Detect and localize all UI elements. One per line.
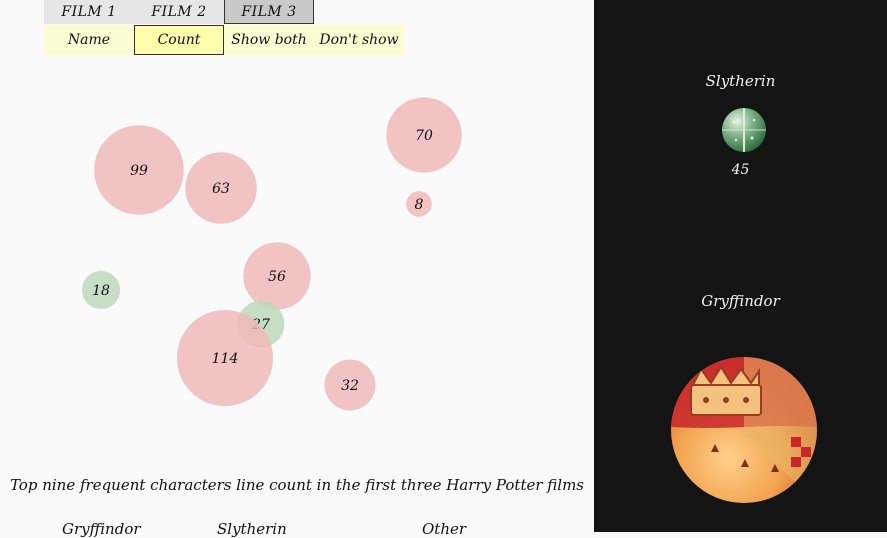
character-bubble[interactable] (386, 97, 462, 173)
bubble-count-label: 99 (130, 163, 148, 179)
bubble-count-label: 70 (415, 128, 433, 144)
character-bubble[interactable] (324, 359, 376, 411)
legend-other: Other (422, 520, 467, 538)
tab-film-2[interactable]: FILM 2 (134, 0, 224, 24)
bubble-count-label: 63 (212, 181, 230, 197)
tab-film-3[interactable]: FILM 3 (224, 0, 314, 24)
legend-gryffindor: Gryffindor (62, 520, 141, 538)
character-bubble[interactable] (176, 309, 274, 407)
visualization-panel: FILM 1 FILM 2 FILM 3 Name Count Show bot… (9, 0, 585, 538)
gryffindor-crest-icon (671, 357, 817, 503)
chart-caption: Top nine frequent characters line count … (9, 476, 585, 494)
slytherin-count: 45 (731, 162, 750, 178)
house-panel: Slytherin 45 Gryffindor (594, 0, 887, 532)
bubble-count-label: 8 (415, 197, 424, 213)
legend-slytherin: Slytherin (217, 520, 287, 538)
bubble-count-label: 56 (268, 269, 286, 285)
character-bubble[interactable] (81, 270, 121, 310)
bubble-count-label: 32 (341, 378, 359, 394)
film-tabs: FILM 1 FILM 2 FILM 3 (44, 0, 314, 24)
character-bubble[interactable] (406, 191, 432, 217)
mode-name-button[interactable]: Name (44, 25, 134, 55)
gryffindor-ball[interactable] (671, 357, 817, 503)
character-bubble[interactable] (94, 125, 184, 215)
character-bubble[interactable] (185, 152, 257, 224)
slytherin-crest-icon (722, 108, 766, 152)
slytherin-ball[interactable] (722, 108, 766, 152)
slytherin-title: Slytherin (705, 72, 776, 90)
mode-show-both-button[interactable]: Show both (224, 25, 314, 55)
character-bubble[interactable] (243, 242, 311, 310)
mode-count-button[interactable]: Count (134, 25, 224, 55)
bubble-count-label: 114 (212, 351, 239, 367)
bubble-count-label: 18 (92, 283, 110, 299)
label-mode-buttons: Name Count Show both Don't show (44, 25, 404, 55)
gryffindor-title: Gryffindor (701, 292, 780, 310)
tab-film-1[interactable]: FILM 1 (44, 0, 134, 24)
mode-dont-show-button[interactable]: Don't show (314, 25, 404, 55)
